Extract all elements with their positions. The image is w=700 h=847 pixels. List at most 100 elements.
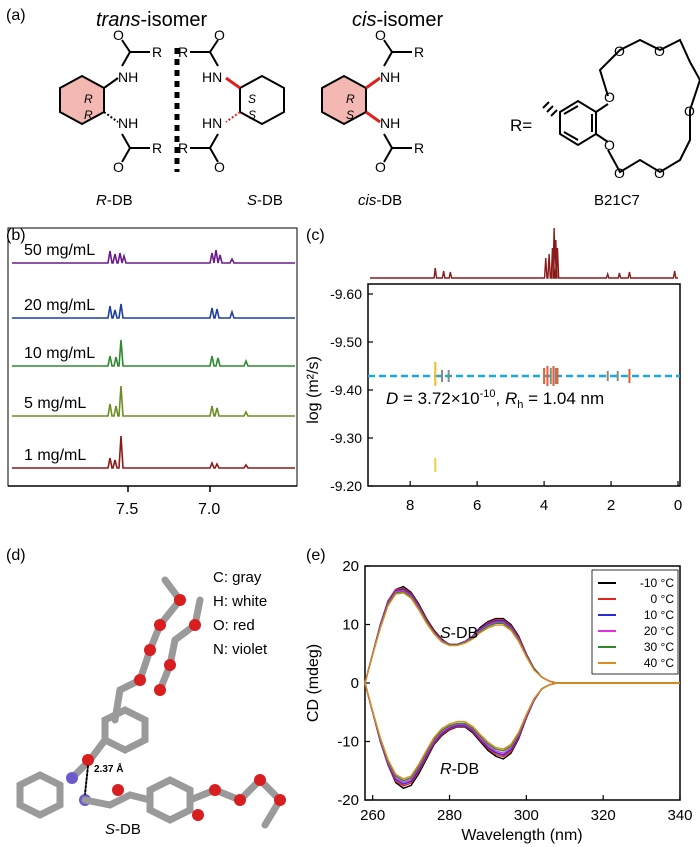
dosy-x-tick-label: 2 — [607, 497, 615, 514]
cisdb-o-top: O — [375, 27, 386, 43]
atom-color-legend: C: gray H: white O: red N: violet — [213, 569, 268, 658]
cd-legend-label: 20 °C — [644, 624, 674, 638]
cd-x-tick-label: 320 — [591, 807, 616, 824]
b21c7-o5: O — [654, 165, 665, 181]
rdb-r-top: R — [152, 44, 162, 60]
cisdb-r-top: R — [414, 44, 424, 60]
panel-e: (e) -20 -10 0 10 20 260 280 300 320 340 -10 °C 0 … — [305, 547, 693, 844]
cisdb-r-bottom: R — [414, 140, 424, 156]
rdb-series-label: R-DB — [440, 761, 479, 778]
b21c7-o1: O — [604, 89, 615, 105]
dosy-projection — [370, 227, 678, 279]
sdb-structure: HN HN O R O R S S — [178, 27, 285, 175]
dosy-peaks — [434, 362, 631, 472]
rdb-o-top: O — [113, 27, 124, 43]
rdb-stereo-1: R — [84, 92, 93, 106]
b21c7-o4: O — [654, 43, 665, 59]
cd-line-rdb — [364, 682, 680, 782]
cd-y-tick-label: -20 — [337, 792, 359, 809]
panel-e-label: (e) — [306, 547, 326, 564]
cd-line-rdb — [364, 682, 680, 790]
sdb-series-label: S-DB — [440, 625, 478, 642]
panel-d-label: (d) — [6, 547, 26, 564]
cd-legend: -10 °C 0 °C 10 °C 20 °C 30 °C 40 °C — [591, 569, 679, 675]
rdb-nh-bottom: NH — [118, 115, 138, 131]
sdb-o-bottom: O — [214, 159, 225, 175]
wavy-bond — [542, 101, 558, 117]
nmr-trace — [12, 249, 295, 264]
rdb-structure: NH NH O R O R R R — [59, 27, 162, 175]
cd-legend-label: 10 °C — [644, 608, 674, 622]
sdb-hn-top: HN — [202, 69, 222, 85]
sdb-hn-bottom: HN — [202, 115, 222, 131]
sdb-stereo-1: S — [248, 92, 256, 106]
rdb-stereo-2: R — [84, 108, 93, 122]
diffusion-annotation: D = 3.72×10-10, Rh = 1.04 nm — [386, 388, 604, 411]
cd-y-tick-label: 0 — [351, 675, 359, 692]
dosy-y-tick-label: -9.20 — [330, 478, 362, 494]
sdb-r-bottom: R — [178, 140, 188, 156]
cisdb-o-bottom: O — [375, 159, 386, 175]
dosy-x-tick-label: 8 — [406, 497, 414, 514]
panel-b-tick-label-1: 7.5 — [116, 501, 138, 518]
nmr-trace — [12, 435, 295, 469]
nmr-trace-label: 50 mg/mL — [24, 242, 95, 259]
sdb-stereo-2: S — [248, 108, 256, 122]
dosy-x-tick-label: 0 — [674, 497, 682, 514]
cd-legend-label: 40 °C — [644, 656, 674, 670]
panel-b-label: (b) — [6, 227, 26, 244]
b21c7-structure — [542, 38, 700, 174]
cd-x-tick-label: 260 — [360, 807, 385, 824]
cd-y-axis-label: CD (mdeg) — [305, 644, 322, 722]
cis-isomer-header: cis-isomer — [352, 9, 443, 31]
cd-y-tick-label: 20 — [342, 558, 359, 575]
rdb-o-bottom: O — [113, 159, 124, 175]
cisdb-nh-top: NH — [380, 69, 400, 85]
legend-carbon: C: gray — [213, 569, 262, 586]
cisdb-stereo-2: S — [346, 108, 354, 122]
molecule-model — [16, 576, 286, 829]
dosy-y-tick-label: -9.30 — [330, 430, 362, 446]
rdb-r-bottom: R — [152, 140, 162, 156]
cd-x-axis-label: Wavelength (nm) — [461, 827, 582, 844]
dosy-y-tick-label: -9.60 — [330, 286, 362, 302]
b21c7-o7: O — [684, 103, 695, 119]
dosy-projection-trace — [370, 227, 678, 279]
panel-b: (b) 50 mg/mL 20 mg/mL 10 mg/mL 5 mg/mL 1 mg/… — [6, 227, 298, 518]
r-equals-label: R= — [510, 116, 532, 135]
cd-legend-box — [591, 569, 679, 675]
dosy-y-tick-label: -9.50 — [330, 334, 362, 350]
nmr-trace-label: 5 mg/mL — [24, 395, 86, 412]
cd-legend-label: 0 °C — [651, 592, 675, 606]
cd-y-tick-label: -10 — [337, 734, 359, 751]
cisdb-caption: cis-DB — [358, 192, 402, 209]
panel-d-caption: S-DB — [105, 821, 141, 838]
hbond-distance: 2.37 Å — [94, 762, 123, 775]
nmr-trace-label: 20 mg/mL — [24, 297, 95, 314]
cd-series — [364, 585, 680, 790]
nmr-trace — [12, 339, 295, 367]
dosy-y-axis-label: log (m²/s) — [305, 356, 322, 424]
dosy-y-tick-label: -9.40 — [330, 382, 362, 398]
sdb-caption: S-DB — [247, 192, 283, 209]
b21c7-oxygens: O O O O O O O — [604, 43, 695, 181]
cd-y-ticks: -20 -10 0 10 20 — [337, 558, 370, 809]
trans-isomer-header: trans-isomer — [96, 9, 207, 31]
panel-c-label: (c) — [306, 227, 325, 244]
nmr-trace-label: 1 mg/mL — [24, 447, 86, 464]
nmr-trace — [12, 303, 295, 319]
cisdb-nh-bottom: NH — [380, 115, 400, 131]
cd-x-tick-label: 340 — [667, 807, 692, 824]
sdb-r-top: R — [178, 44, 188, 60]
panel-a-label: (a) — [6, 7, 26, 24]
b21c7-o2: O — [604, 137, 615, 153]
legend-oxygen: O: red — [213, 617, 255, 634]
legend-nitrogen: N: violet — [213, 641, 268, 658]
cd-legend-label: -10 °C — [640, 576, 674, 590]
nmr-trace-label: 10 mg/mL — [24, 345, 95, 362]
cd-x-tick-label: 300 — [514, 807, 539, 824]
cd-line-rdb — [364, 682, 680, 780]
b21c7-o6: O — [614, 165, 625, 181]
dosy-plot-frame — [367, 283, 681, 487]
